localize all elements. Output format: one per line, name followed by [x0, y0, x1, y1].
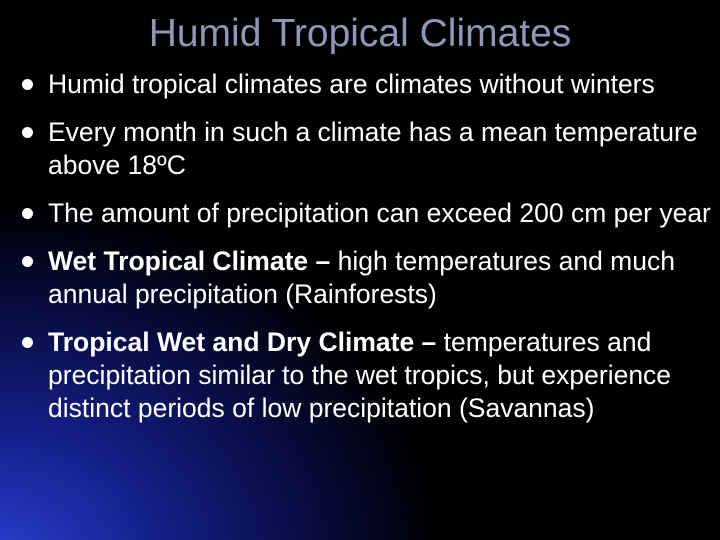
- slide-title: Humid Tropical Climates: [148, 12, 572, 55]
- bullet-dot: [22, 337, 33, 348]
- bullet-dot: [22, 208, 33, 219]
- bullet-dot: [22, 256, 33, 267]
- bullet-dot: [22, 127, 33, 138]
- bullet-text: Every month in such a climate has a mean…: [48, 117, 698, 180]
- bullet-item: Wet Tropical Climate – high temperatures…: [0, 245, 720, 311]
- bullet-item: Every month in such a climate has a mean…: [0, 116, 720, 182]
- bullet-text: high temperatures and much annual precip…: [48, 246, 675, 309]
- bullet-dot: [22, 79, 33, 90]
- bullet-text: Humid tropical climates are climates wit…: [48, 69, 655, 99]
- bullet-item: The amount of precipitation can exceed 2…: [0, 197, 720, 230]
- bullet-bold-text: Wet Tropical Climate –: [48, 246, 331, 276]
- bullet-item: Humid tropical climates are climates wit…: [0, 68, 720, 101]
- bullet-text: The amount of precipitation can exceed 2…: [48, 198, 711, 228]
- bullet-bold-text: Tropical Wet and Dry Climate –: [48, 327, 437, 357]
- bullet-list: Humid tropical climates are climates wit…: [0, 68, 720, 440]
- bullet-text: temperatures and precipitation similar t…: [48, 327, 672, 423]
- bullet-item: Tropical Wet and Dry Climate – temperatu…: [0, 326, 720, 425]
